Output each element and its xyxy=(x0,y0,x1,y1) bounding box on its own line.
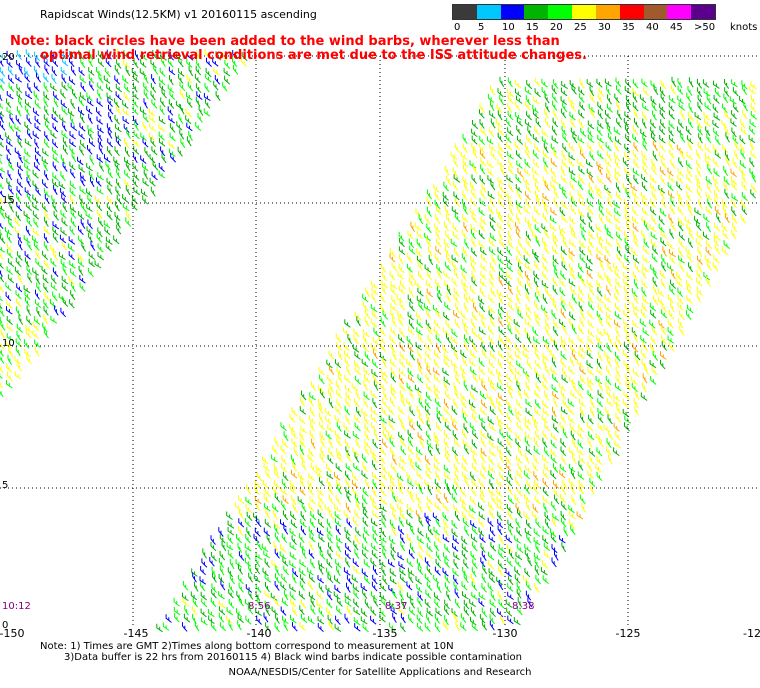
legend-label: 35 xyxy=(622,22,635,33)
y-tick-label: 5 xyxy=(2,480,8,491)
legend-label: 40 xyxy=(646,22,659,33)
x-tick-label: -145 xyxy=(124,627,149,640)
legend-labels: 0 5 10 15 20 25 30 35 40 45 >50 knots xyxy=(452,20,757,34)
y-tick-label: 0 xyxy=(2,620,8,631)
x-tick-label: -130 xyxy=(493,627,518,640)
legend-swatch xyxy=(453,5,477,19)
x-tick-label: -135 xyxy=(373,627,398,640)
legend-swatch xyxy=(500,5,525,19)
legend-label: 20 xyxy=(550,22,563,33)
x-tick-label: -12 xyxy=(743,627,760,640)
legend-swatch xyxy=(524,5,549,19)
legend-swatch xyxy=(667,5,692,19)
wind-barb-field xyxy=(0,49,758,633)
legend-swatch xyxy=(476,5,501,19)
contamination-note: Note: black circles have been added to t… xyxy=(10,35,750,63)
legend-swatch xyxy=(595,5,620,19)
note-line-1: Note: black circles have been added to t… xyxy=(10,34,560,49)
legend-swatch xyxy=(619,5,644,19)
note-line-2: optimal wind retrieval conditions are me… xyxy=(40,48,587,63)
legend-label: >50 xyxy=(694,22,716,33)
legend-label: 25 xyxy=(574,22,587,33)
legend-label: 15 xyxy=(526,22,539,33)
pass-time-label: 8:38 xyxy=(512,601,534,612)
map-grid xyxy=(0,55,760,628)
legend-unit: knots xyxy=(730,22,758,33)
pass-time-label: 10:12 xyxy=(2,601,31,612)
pass-time-label: 8:56 xyxy=(248,601,270,612)
longitude-tick-labels: -150 -145 -140 -135 -130 -125 -12 xyxy=(0,627,760,640)
legend-swatches xyxy=(452,4,716,20)
legend-swatch xyxy=(572,5,596,19)
x-tick-label: -150 xyxy=(0,627,24,640)
y-tick-label: 15 xyxy=(2,195,15,206)
y-tick-label: 10 xyxy=(2,338,15,349)
x-tick-label: -140 xyxy=(247,627,272,640)
pass-time-label: 8:37 xyxy=(385,601,407,612)
legend-swatch xyxy=(643,5,668,19)
legend-label: 45 xyxy=(670,22,683,33)
legend-label: 30 xyxy=(598,22,611,33)
pass-time-labels: 10:12 8:56 8:37 8:38 xyxy=(2,601,534,612)
credit-line: NOAA/NESDIS/Center for Satellite Applica… xyxy=(228,667,532,678)
legend-swatch xyxy=(691,5,715,19)
legend-label: 5 xyxy=(478,22,485,33)
map-title: Rapidscat Winds(12.5KM) v1 20160115 asce… xyxy=(40,8,317,21)
legend-swatch xyxy=(548,5,573,19)
legend-label: 10 xyxy=(502,22,515,33)
wind-speed-legend: 0 5 10 15 20 25 30 35 40 45 >50 knots xyxy=(452,4,757,36)
footer-notes: Note: 1) Times are GMT 2)Times along bot… xyxy=(40,641,522,663)
legend-label: 0 xyxy=(454,22,461,33)
footer-line-1: Note: 1) Times are GMT 2)Times along bot… xyxy=(40,641,454,652)
footer-line-2: 3)Data buffer is 22 hrs from 20160115 4)… xyxy=(64,652,522,663)
x-tick-label: -125 xyxy=(616,627,641,640)
y-tick-label: 20 xyxy=(2,52,15,63)
latitude-tick-labels: 0 5 10 15 20 xyxy=(2,52,15,631)
